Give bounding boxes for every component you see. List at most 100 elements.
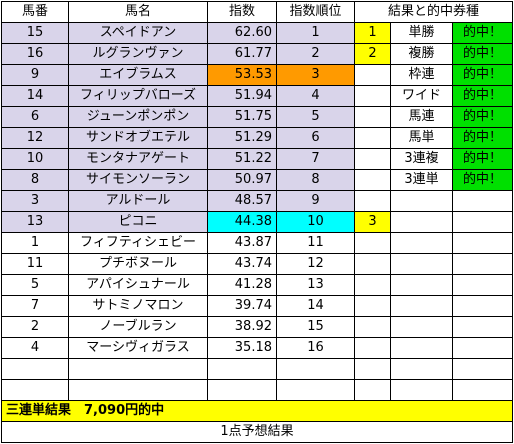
horse-name: サトミノマロン [68,295,208,317]
empty-cell [354,337,391,359]
table-row: 7 サトミノマロン 39.74 14 [1,295,513,317]
bet-result: 的中！ [452,64,513,86]
table-row: 6 ジューンポンポン 51.75 5 馬連 的中！ [1,106,513,128]
horse-num: 6 [1,106,69,128]
horse-name: サイモンソーラン [68,169,208,191]
table-row: 12 サンドオブエテル 51.29 6 馬単 的中！ [1,127,513,149]
empty-cell [276,379,355,401]
bet-result: 的中！ [452,106,513,128]
bet-type: 枠連 [390,64,453,86]
header-result: 結果と的中券種 [354,1,513,23]
horse-rank: 7 [276,148,355,170]
bet-type: 馬単 [390,127,453,149]
header-row: 馬番 馬名 指数 指数順位 結果と的中券種 [1,1,513,23]
header-index: 指数 [207,1,277,23]
horse-rank: 11 [276,232,355,254]
horse-name: ノーブルラン [68,316,208,338]
horse-num: 1 [1,232,69,254]
bet-type: 馬連 [390,106,453,128]
header-rank: 指数順位 [276,1,355,23]
horse-name: ジューンポンポン [68,106,208,128]
horse-num: 2 [1,316,69,338]
empty-cell [452,253,513,275]
empty-cell [276,358,355,380]
horse-name: スペイドアン [68,22,208,44]
table-row: 5 アパイシュナール 41.28 13 [1,274,513,296]
table-row: 14 フィリップバローズ 51.94 4 ワイド 的中！ [1,85,513,107]
horse-name: サンドオブエテル [68,127,208,149]
bet-result: 的中！ [452,169,513,191]
empty-cell [390,337,453,359]
horse-name: エイブラムス [68,64,208,86]
empty-cell [452,316,513,338]
summary-banner: 三連単結果 7,090円的中 [1,400,513,422]
horse-index: 51.22 [207,148,277,170]
horse-index: 61.77 [207,43,277,65]
bet-result: 的中！ [452,127,513,149]
empty-cell [452,379,513,401]
table-row: 1 フィフティシェビー 43.87 11 [1,232,513,254]
empty-cell [452,190,513,212]
empty-cell [354,295,391,317]
horse-index: 51.75 [207,106,277,128]
empty-cell [390,253,453,275]
placing-third: 3 [354,211,391,233]
horse-index: 48.57 [207,190,277,212]
horse-rank: 12 [276,253,355,275]
blank-row [1,358,513,380]
horse-rank: 4 [276,85,355,107]
placing-first: 1 [354,22,391,44]
empty-cell [354,253,391,275]
empty-cell [68,358,208,380]
horse-index: 43.74 [207,253,277,275]
bet-result: 的中！ [452,22,513,44]
footer-row: 1点予想結果 [1,421,513,443]
horse-num: 13 [1,211,69,233]
horse-num: 4 [1,337,69,359]
horse-rank: 3 [276,64,355,86]
empty-cell [1,379,69,401]
horse-index: 43.87 [207,232,277,254]
empty-cell [354,358,391,380]
horse-index: 38.92 [207,316,277,338]
horse-rank: 16 [276,337,355,359]
footer-caption: 1点予想結果 [1,421,513,443]
horse-name: フィリップバローズ [68,85,208,107]
empty-cell [390,232,453,254]
bet-type: 複勝 [390,43,453,65]
bet-type: 3連複 [390,148,453,170]
empty-cell [354,106,391,128]
empty-cell [390,211,453,233]
horse-rank: 13 [276,274,355,296]
horse-num: 14 [1,85,69,107]
empty-cell [452,274,513,296]
empty-cell [354,127,391,149]
horse-num: 7 [1,295,69,317]
bet-result: 的中！ [452,85,513,107]
empty-cell [390,274,453,296]
summary-row: 三連単結果 7,090円的中 [1,400,513,422]
table-row: 4 マーシヴィガラス 35.18 16 [1,337,513,359]
empty-cell [452,337,513,359]
empty-cell [354,190,391,212]
table-row: 13 ピコニ 44.38 10 3 [1,211,513,233]
empty-cell [390,316,453,338]
horse-rank: 9 [276,190,355,212]
horse-rank: 10 [276,211,355,233]
empty-cell [354,85,391,107]
empty-cell [354,274,391,296]
empty-cell [1,358,69,380]
horse-num: 9 [1,64,69,86]
horse-index: 53.53 [207,64,277,86]
bet-type: ワイド [390,85,453,107]
bet-type: 単勝 [390,22,453,44]
placing-second: 2 [354,43,391,65]
table-row: 11 プチボヌール 43.74 12 [1,253,513,275]
empty-cell [452,211,513,233]
horse-index: 62.60 [207,22,277,44]
header-name: 馬名 [68,1,208,23]
horse-num: 11 [1,253,69,275]
horse-rank: 6 [276,127,355,149]
horse-index: 50.97 [207,169,277,191]
